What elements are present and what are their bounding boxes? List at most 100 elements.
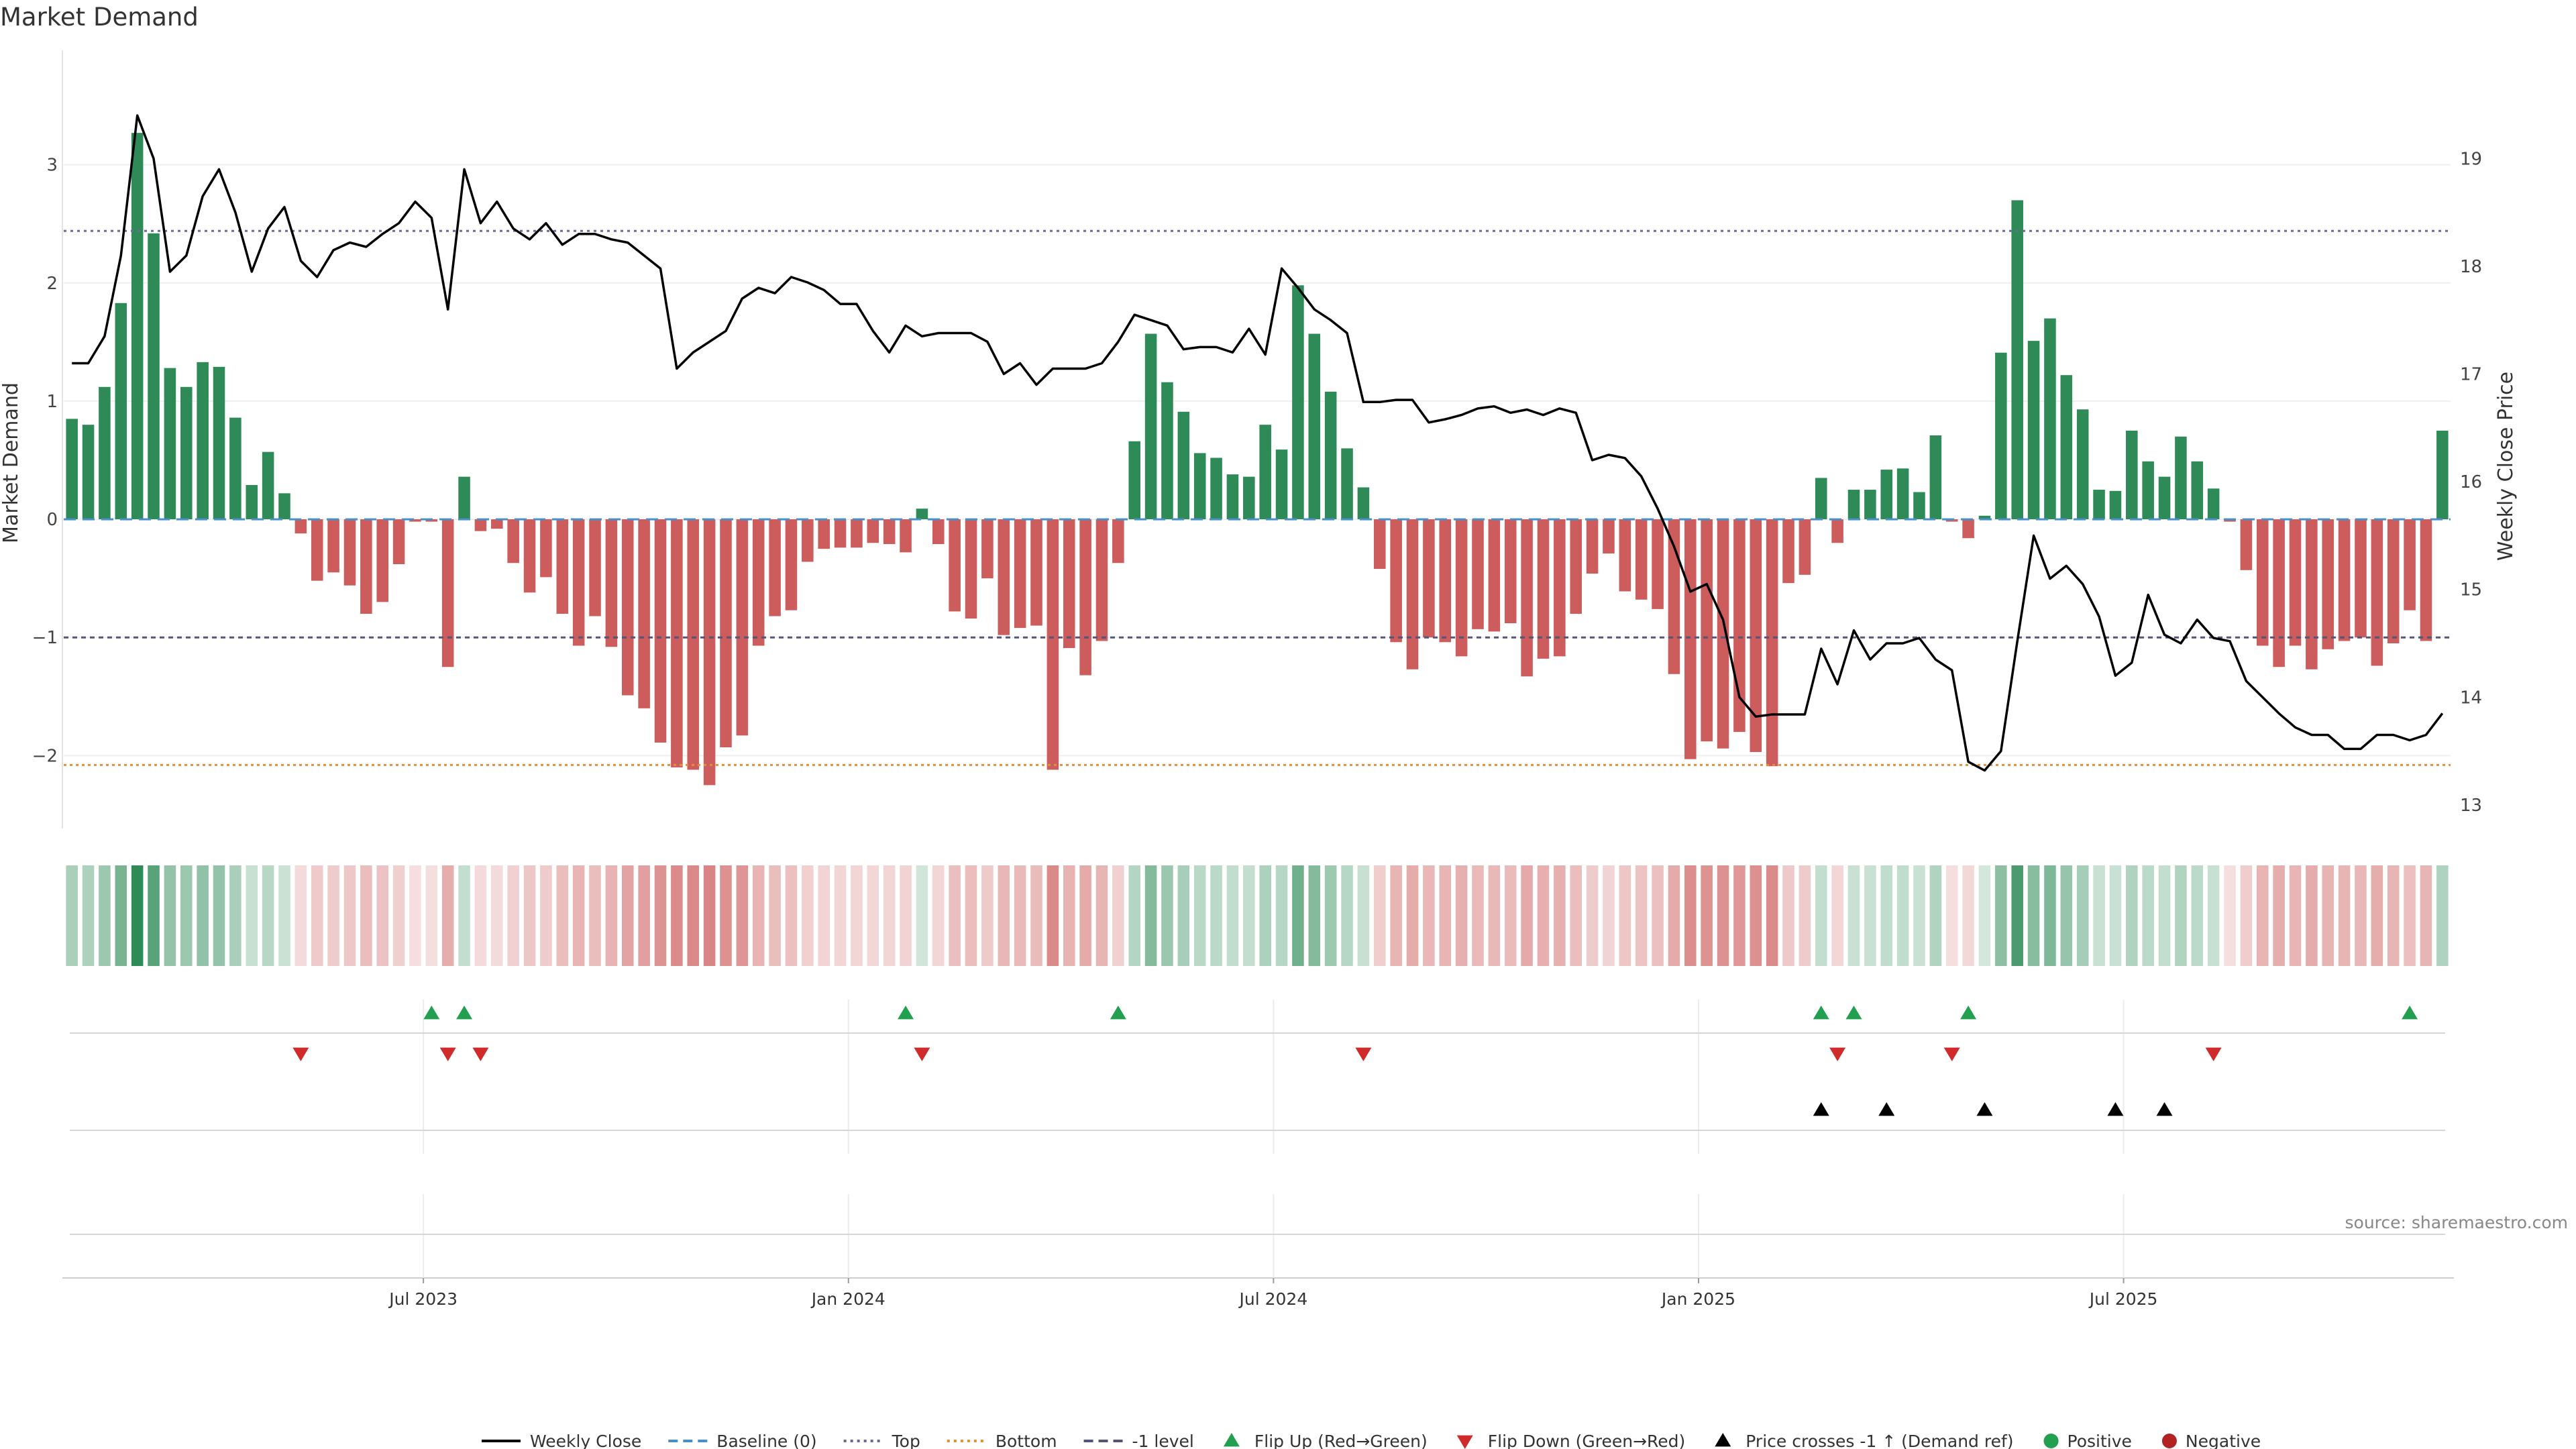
heat-tile xyxy=(1945,865,1958,966)
y2-tick-label: 17 xyxy=(2460,365,2482,385)
demand-bar-negative xyxy=(2256,519,2269,646)
demand-bar-negative xyxy=(2404,519,2416,610)
demand-bar-negative xyxy=(1554,519,1566,657)
demand-bar-positive xyxy=(2142,461,2154,520)
heat-tile xyxy=(311,865,323,966)
heat-tile xyxy=(2256,865,2269,966)
heat-tile xyxy=(2420,865,2432,966)
legend-swatch-triangle-down xyxy=(1456,1435,1473,1449)
flip-up-marker xyxy=(423,1006,440,1020)
legend-label: Positive xyxy=(2068,1432,2132,1449)
heat-tile xyxy=(540,865,552,966)
heat-tile xyxy=(425,865,438,966)
demand-bar-negative xyxy=(376,519,388,602)
legend-label: Weekly Close xyxy=(530,1432,641,1449)
heat-tile xyxy=(589,865,601,966)
heat-tile xyxy=(2191,865,2204,966)
heat-tile xyxy=(2387,865,2400,966)
y-tick-label: 2 xyxy=(46,274,58,294)
demand-bar-positive xyxy=(1308,333,1321,520)
heat-tile xyxy=(409,865,421,966)
demand-bar-positive xyxy=(1896,468,1909,520)
demand-bar-positive xyxy=(2109,490,2122,520)
demand-bar-negative xyxy=(785,519,798,610)
y2-tick-label: 16 xyxy=(2460,472,2482,492)
heat-tile xyxy=(1504,865,1517,966)
heat-tile xyxy=(1701,865,1713,966)
heat-tile xyxy=(441,865,454,966)
heat-tile xyxy=(2404,865,2416,966)
x-tick-label: Jan 2025 xyxy=(1660,1289,1735,1309)
demand-bar-positive xyxy=(197,362,209,520)
legend-label: Flip Down (Green→Red) xyxy=(1488,1432,1686,1449)
demand-bar-negative xyxy=(736,519,749,736)
flip-down-marker xyxy=(2205,1047,2222,1061)
legend-swatch-dot xyxy=(2161,1434,2177,1448)
heat-tile xyxy=(1570,865,1582,966)
heat-tile xyxy=(965,865,977,966)
demand-bar-negative xyxy=(2322,519,2334,649)
heat-tile xyxy=(229,865,241,966)
x-tick-label: Jan 2024 xyxy=(810,1289,885,1309)
demand-bar-negative xyxy=(2273,519,2285,667)
legend-swatch-triangle-up xyxy=(1715,1433,1731,1447)
heat-tile xyxy=(1324,865,1337,966)
heat-tile xyxy=(1603,865,1615,966)
heat-tile xyxy=(769,865,781,966)
heat-tile xyxy=(900,865,912,966)
y2-tick-label: 18 xyxy=(2460,257,2482,277)
flip-up-marker xyxy=(1110,1006,1126,1020)
demand-bar-positive xyxy=(1815,478,1827,520)
demand-bar-negative xyxy=(556,519,569,614)
price-cross-marker xyxy=(2156,1102,2173,1116)
heat-tile xyxy=(1079,865,1091,966)
demand-bar-negative xyxy=(1652,519,1664,609)
demand-bar-positive xyxy=(278,493,290,520)
y-tick-label: −2 xyxy=(32,746,58,766)
demand-bar-negative xyxy=(1570,519,1582,614)
heat-tile xyxy=(1913,865,1925,966)
heat-tile xyxy=(802,865,814,966)
heat-tile xyxy=(916,865,928,966)
legend-label: -1 level xyxy=(1132,1432,1194,1449)
heat-tile xyxy=(2224,865,2236,966)
demand-bar-positive xyxy=(1324,391,1337,520)
heat-tile xyxy=(1733,865,1746,966)
heat-tile xyxy=(1341,865,1353,966)
demand-bar-positive xyxy=(262,451,274,520)
demand-bar-negative xyxy=(392,519,405,564)
demand-bar-negative xyxy=(1701,519,1713,742)
heat-tile xyxy=(1423,865,1435,966)
heat-tile xyxy=(1193,865,1206,966)
heat-tile xyxy=(1030,865,1042,966)
x-tick-label: Jul 2023 xyxy=(388,1289,458,1309)
chart-title: Market Demand xyxy=(0,3,199,32)
demand-bar-negative xyxy=(2338,519,2351,641)
heat-tile xyxy=(785,865,798,966)
demand-bar-positive xyxy=(1259,425,1271,520)
heat-tile xyxy=(1586,865,1599,966)
heat-tile xyxy=(1766,865,1778,966)
demand-bar-positive xyxy=(2027,341,2040,520)
heat-tile xyxy=(2436,865,2449,966)
weekly-close-line xyxy=(72,114,2444,772)
demand-bar-negative xyxy=(1014,519,1026,629)
demand-bar-negative xyxy=(1945,519,1958,522)
heat-tile xyxy=(1619,865,1631,966)
demand-bar-negative xyxy=(1717,519,1729,749)
y2-tick-label: 13 xyxy=(2460,796,2482,816)
legend-swatch-triangle-up xyxy=(1223,1433,1240,1447)
heat-tile xyxy=(2355,865,2367,966)
demand-bar-negative xyxy=(1030,519,1042,626)
heat-tile xyxy=(327,865,339,966)
demand-bar-negative xyxy=(1782,519,1794,584)
heat-tile xyxy=(834,865,847,966)
heat-tile xyxy=(1635,865,1648,966)
legend: Weekly Close Baseline (0) Top Bottom -1 leve… xyxy=(482,1432,2261,1449)
demand-bar-negative xyxy=(2371,519,2383,666)
demand-bar-positive xyxy=(1864,490,1876,520)
heat-tile xyxy=(1455,865,1468,966)
heat-tile xyxy=(998,865,1010,966)
demand-bar-positive xyxy=(2060,375,2073,520)
demand-bar-negative xyxy=(1390,519,1402,643)
